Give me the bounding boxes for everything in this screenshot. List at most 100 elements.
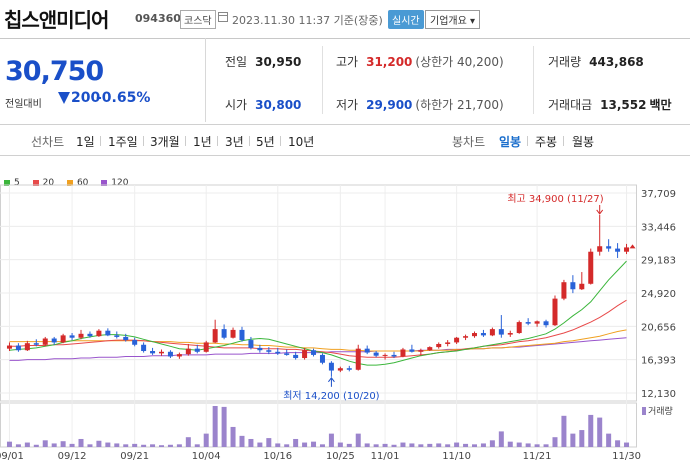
header-divider	[0, 38, 690, 39]
candle-body	[51, 338, 57, 343]
volume-bar	[400, 442, 406, 447]
candle-body	[472, 333, 477, 337]
stat-prev-close: 전일 30,950	[225, 53, 301, 70]
tab-separator	[563, 136, 564, 146]
tab-weekly[interactable]: 주봉	[535, 135, 558, 149]
candle-body	[275, 351, 281, 354]
volume-bar	[150, 444, 156, 447]
candle-body	[221, 329, 227, 338]
tab-3y[interactable]: 3년	[225, 135, 244, 149]
candle-body	[24, 343, 30, 351]
volume-bar	[69, 443, 75, 447]
stat-value: 30,950	[255, 55, 302, 69]
candle-body	[319, 354, 325, 363]
tab-1w[interactable]: 1주일	[108, 135, 138, 149]
volume-bar	[123, 444, 129, 447]
x-tick-label: 09/12	[58, 451, 87, 462]
tab-daily[interactable]: 일봉	[499, 135, 522, 149]
volume-bar	[624, 442, 630, 447]
candle-body	[185, 348, 191, 355]
volume-label: 거래량	[648, 405, 673, 417]
candle-body	[436, 343, 442, 348]
candle-body	[132, 340, 138, 345]
candle-body	[570, 282, 576, 290]
y-tick-label: 33,446	[641, 222, 676, 233]
tab-separator	[185, 136, 186, 146]
candle-body	[266, 350, 272, 352]
realtime-button[interactable]: 실시간	[388, 10, 424, 29]
stat-label: 저가	[336, 98, 359, 112]
volume-bar	[328, 433, 334, 447]
candle-body	[284, 353, 290, 355]
volume-bar	[525, 443, 531, 447]
volume-bar	[418, 444, 424, 447]
volume-panel-frame	[0, 402, 637, 448]
volume-bar	[132, 443, 138, 447]
x-tick-label: 10/04	[192, 451, 221, 462]
ma120-line	[9, 337, 627, 361]
tab-1y[interactable]: 1년	[193, 135, 212, 149]
current-price: 30,750	[5, 56, 104, 87]
volume-bar	[355, 433, 361, 447]
candle-chart-label: 봉차트	[452, 135, 486, 149]
low-annotation: 최저 14,200 (10/20)	[283, 390, 379, 402]
volume-bar	[78, 438, 84, 447]
stat-value: 13,552	[600, 98, 647, 112]
company-overview-dropdown[interactable]: 기업개요 ▾	[425, 10, 480, 29]
volume-bar	[498, 431, 504, 447]
candle-body	[114, 335, 120, 337]
tab-5y[interactable]: 5년	[256, 135, 275, 149]
volume-legend-swatch	[642, 407, 646, 415]
change-value: 200	[71, 90, 101, 106]
candle-body	[346, 368, 352, 370]
candle-body	[507, 333, 513, 335]
stat-value: 30,800	[255, 98, 302, 112]
low-marker-arrowhead	[328, 376, 335, 383]
volume-bar	[221, 406, 227, 447]
volume-bar	[615, 440, 621, 447]
tab-monthly[interactable]: 월봉	[572, 135, 595, 149]
x-tick-label: 11/30	[612, 451, 641, 462]
volume-bar	[311, 441, 317, 447]
volume-bar	[212, 406, 218, 447]
volume-bar	[391, 444, 397, 447]
candle-body	[373, 352, 379, 356]
volume-bar	[373, 444, 379, 447]
candle-body	[391, 354, 397, 357]
candle-body	[418, 350, 424, 352]
candle-body	[123, 336, 129, 341]
y-tick-label: 16,393	[641, 356, 676, 367]
stat-label: 시가	[225, 98, 248, 112]
x-tick-label: 11/21	[523, 451, 552, 462]
stat-value: 29,900	[366, 98, 413, 112]
candle-body	[60, 335, 66, 343]
candle-body	[534, 321, 540, 324]
volume-bar	[167, 444, 173, 447]
line-chart-label: 선차트	[31, 135, 65, 149]
stock-chart[interactable]: 37,709 33,446 29,183 24,920 20,656 16,393 12,1…	[0, 156, 690, 476]
tab-10y[interactable]: 10년	[288, 135, 315, 149]
tab-separator	[249, 136, 250, 146]
volume-bar	[6, 441, 12, 447]
down-arrow-icon	[58, 92, 70, 104]
candle-body	[230, 329, 236, 338]
stat-amount: 거래대금 13,552 백만	[548, 96, 672, 113]
volume-bar	[284, 444, 290, 447]
volume-bar	[87, 444, 93, 447]
tab-1d[interactable]: 1일	[76, 135, 95, 149]
volume-bar	[337, 442, 343, 447]
stat-open: 시가 30,800	[225, 96, 301, 113]
stat-value: 443,868	[589, 55, 644, 69]
candle-body	[498, 329, 504, 335]
tab-3m[interactable]: 3개월	[150, 135, 180, 149]
volume-bar	[60, 441, 66, 447]
x-tick-label: 09/01	[0, 451, 24, 462]
y-tick-label: 12,130	[641, 389, 676, 400]
x-tick-label: 10/16	[263, 451, 292, 462]
volume-bar	[570, 433, 576, 447]
volume-bar	[24, 442, 30, 447]
legend-ma60: 60	[66, 178, 88, 188]
stock-code: 094360	[135, 12, 181, 25]
volume-bar	[472, 444, 477, 447]
current-price-marker	[629, 244, 636, 249]
